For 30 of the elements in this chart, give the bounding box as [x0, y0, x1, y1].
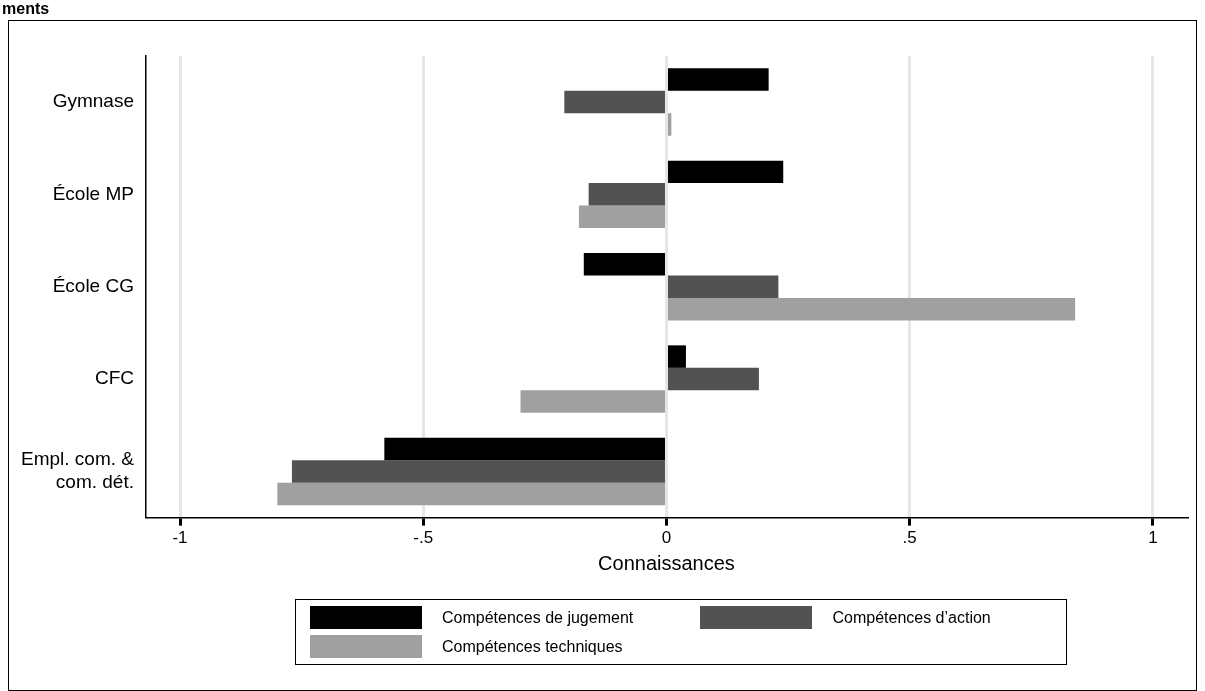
y-tick-label: Gymnase	[52, 90, 134, 112]
bar	[667, 68, 769, 91]
y-tick-label: Empl. com. & com. dét.	[20, 448, 135, 493]
bar	[578, 205, 665, 229]
x-tick-label: .5	[902, 528, 917, 548]
bar	[291, 460, 665, 483]
x-tick-label: 0	[661, 528, 672, 548]
bar	[667, 345, 686, 368]
bar	[667, 160, 784, 184]
x-tick-label: 1	[1148, 528, 1158, 548]
bar	[667, 113, 672, 136]
bar	[667, 297, 1076, 321]
bar	[384, 437, 665, 461]
text: Compétences techniques	[442, 637, 623, 656]
bar	[564, 90, 665, 114]
x-tick-label: -1	[172, 528, 188, 548]
y-tick-label: École MP	[52, 182, 134, 204]
y-tick-label: CFC	[94, 367, 134, 389]
bar	[520, 390, 665, 413]
bar	[667, 367, 759, 391]
bar	[667, 275, 779, 298]
text: Compétences de jugement	[442, 608, 634, 627]
x-axis-title: Connaissances	[598, 551, 735, 574]
bar	[277, 482, 665, 506]
text: Compétences d’action	[832, 608, 991, 627]
bar	[588, 183, 665, 206]
x-tick-label: -.5	[413, 528, 434, 548]
chart-title: ments	[2, 0, 50, 18]
bar	[583, 252, 665, 276]
y-tick-label: École CG	[52, 274, 134, 296]
